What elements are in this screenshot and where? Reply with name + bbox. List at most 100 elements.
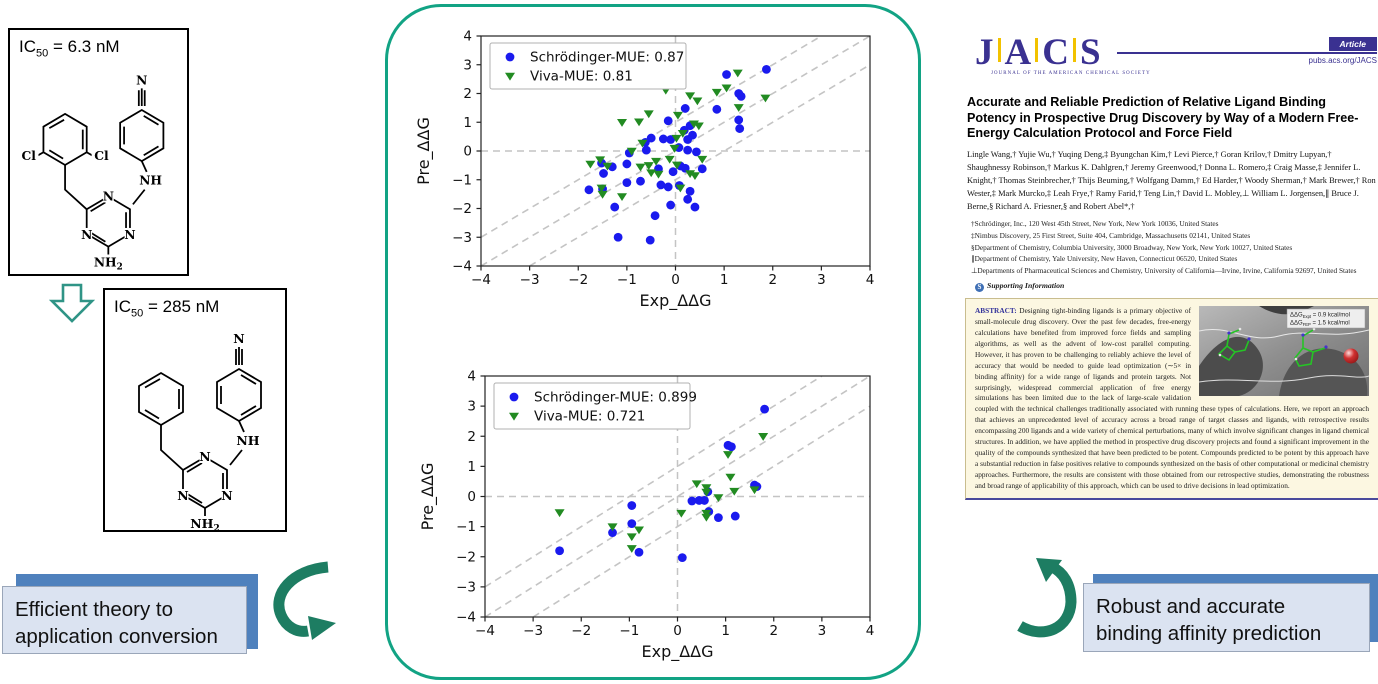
svg-text:NH2: NH2 xyxy=(94,255,123,273)
svg-text:3: 3 xyxy=(817,272,826,288)
scatter-plot-top: −4 −3 −2 −1 0 1 2 3 4 −4 −3 −2 −1 0 1 2 3 4 Exp_ΔΔG Pre_ΔΔG… xyxy=(414,29,875,312)
svg-text:1: 1 xyxy=(463,115,472,131)
scatter-plot-bottom: −4 −3 −2 −1 0 1 2 3 4 −4 −3 −2 −1 0 1 2 3 4 Exp_ΔΔG Pre_ΔΔG… xyxy=(418,369,875,663)
callout-right: Robust and accurate binding affinity pre… xyxy=(1083,583,1370,652)
svg-text:N: N xyxy=(136,73,147,88)
svg-text:4: 4 xyxy=(467,369,476,385)
svg-text:Cl: Cl xyxy=(21,149,36,164)
ic50-label-2: IC50 = 285 nM xyxy=(114,297,220,320)
svg-text:Viva-MUE: 0.721: Viva-MUE: 0.721 xyxy=(534,409,645,425)
svg-text:−1: −1 xyxy=(619,623,639,639)
svg-text:3: 3 xyxy=(463,57,472,73)
callout-left: Efficient theory to application conversi… xyxy=(2,586,247,654)
svg-text:4: 4 xyxy=(463,29,472,45)
svg-text:ΔΔGExpt = 0.9 kcal/mol: ΔΔGExpt = 0.9 kcal/mol xyxy=(1290,312,1350,319)
svg-text:0: 0 xyxy=(671,272,680,288)
svg-text:N: N xyxy=(81,227,92,242)
svg-text:Viva-MUE: 0.81: Viva-MUE: 0.81 xyxy=(530,69,633,85)
svg-text:−2: −2 xyxy=(571,623,591,639)
abstract-text: ABSTRACT: Designing tight-binding ligand… xyxy=(975,305,1369,490)
ic50-label-1: IC50 = 6.3 nM xyxy=(19,37,120,60)
callout-left-line1: Efficient theory to xyxy=(15,598,174,621)
svg-text:N: N xyxy=(233,331,244,346)
svg-text:NH: NH xyxy=(236,433,259,448)
svg-text:Schrödinger-MUE: 0.87: Schrödinger-MUE: 0.87 xyxy=(530,50,684,66)
affiliation-5: ⊥Departments of Pharmaceutical Sciences … xyxy=(971,266,1357,276)
jacs-caption: JOURNAL OF THE AMERICAN CHEMICAL SOCIETY xyxy=(991,71,1151,76)
paper-affiliations: †Schrödinger, Inc., 120 West 45th Street… xyxy=(971,218,1377,277)
svg-text:−1: −1 xyxy=(617,272,637,288)
svg-text:2: 2 xyxy=(768,272,777,288)
callout-left-line2: application conversion xyxy=(15,625,218,649)
svg-text:Exp_ΔΔG: Exp_ΔΔG xyxy=(639,291,711,311)
svg-text:3: 3 xyxy=(818,623,827,639)
affiliation-1: †Schrödinger, Inc., 120 West 45th Street… xyxy=(971,218,1219,228)
svg-text:−3: −3 xyxy=(520,272,540,288)
paper-title: Accurate and Reliable Prediction of Rela… xyxy=(967,95,1359,141)
svg-text:−4: −4 xyxy=(456,610,476,626)
svg-text:N: N xyxy=(221,488,232,503)
logo-bar-icon xyxy=(1072,37,1076,62)
svg-text:−2: −2 xyxy=(456,549,476,565)
svg-text:2: 2 xyxy=(769,623,778,639)
header-rule xyxy=(1117,52,1377,54)
affiliation-2: ‡Nimbus Discovery, 25 First Street, Suit… xyxy=(971,230,1251,240)
svg-text:−4: −4 xyxy=(475,623,495,639)
paper-authors: Lingle Wang,† Yujie Wu,† Yuqing Deng,‡ B… xyxy=(967,149,1376,211)
svg-text:NH: NH xyxy=(139,173,162,188)
svg-text:Pre_ΔΔG: Pre_ΔΔG xyxy=(414,117,434,185)
svg-text:0: 0 xyxy=(673,623,682,639)
svg-text:N: N xyxy=(124,227,135,242)
supporting-information[interactable]: S Supporting Information xyxy=(975,281,1377,292)
article-badge: Article xyxy=(1328,37,1377,51)
svg-text:N: N xyxy=(177,488,188,503)
abstract-box: ΔΔGExpt = 0.9 kcal/mol ΔΔGFEP = 1.5 kcal… xyxy=(965,297,1378,500)
svg-text:−2: −2 xyxy=(568,272,588,288)
svg-text:Cl: Cl xyxy=(94,149,109,164)
svg-text:0: 0 xyxy=(463,144,472,160)
svg-text:3: 3 xyxy=(467,399,476,415)
svg-text:N: N xyxy=(103,189,114,204)
logo-bar-icon xyxy=(1035,37,1039,62)
logo-bar-icon xyxy=(997,37,1001,62)
curved-arrow-left-icon xyxy=(273,561,336,640)
svg-text:2: 2 xyxy=(467,429,476,445)
abstract-label: ABSTRACT: xyxy=(975,305,1017,315)
svg-text:−4: −4 xyxy=(452,259,472,275)
svg-text:4: 4 xyxy=(866,272,875,288)
toc-graphic: ΔΔGExpt = 0.9 kcal/mol ΔΔGFEP = 1.5 kcal… xyxy=(1199,305,1369,396)
svg-text:−3: −3 xyxy=(452,230,472,246)
svg-text:N: N xyxy=(199,449,210,464)
svg-text:Pre_ΔΔG: Pre_ΔΔG xyxy=(418,463,438,531)
affiliation-4: ∥Department of Chemistry, Yale Universit… xyxy=(971,254,1238,264)
results-panel: −4 −3 −2 −1 0 1 2 3 4 −4 −3 −2 −1 0 1 2 3 4 Exp_ΔΔG Pre_ΔΔG… xyxy=(385,4,921,680)
svg-text:−4: −4 xyxy=(471,272,491,288)
down-block-arrow-icon xyxy=(49,283,95,323)
svg-text:1: 1 xyxy=(720,272,729,288)
molecule-card-potent: IC50 = 6.3 nM N NH N N N NH2 Cl Cl xyxy=(8,28,189,276)
svg-text:Exp_ΔΔG: Exp_ΔΔG xyxy=(641,642,713,662)
svg-text:−2: −2 xyxy=(452,201,472,217)
callout-right-line1: Robust and accurate xyxy=(1096,595,1286,618)
affiliation-3: §Department of Chemistry, Columbia Unive… xyxy=(971,242,1293,252)
svg-text:NH2: NH2 xyxy=(190,516,220,534)
molecule-card-weak: IC50 = 285 nM N NH N N N NH2 xyxy=(103,288,287,534)
svg-text:1: 1 xyxy=(721,623,730,639)
supporting-info-icon: S xyxy=(975,282,984,292)
svg-text:−1: −1 xyxy=(456,519,476,535)
pubs-link[interactable]: pubs.acs.org/JACS xyxy=(1308,56,1377,65)
svg-text:−3: −3 xyxy=(523,623,543,639)
svg-text:ΔΔGFEP = 1.5 kcal/mol: ΔΔGFEP = 1.5 kcal/mol xyxy=(1290,320,1350,327)
svg-text:0: 0 xyxy=(467,489,476,505)
svg-text:4: 4 xyxy=(866,623,875,639)
svg-text:−3: −3 xyxy=(456,579,476,595)
curved-arrow-right-icon xyxy=(1017,558,1077,638)
svg-text:−1: −1 xyxy=(452,172,472,188)
callout-right-line2: binding affinity prediction xyxy=(1096,622,1322,646)
